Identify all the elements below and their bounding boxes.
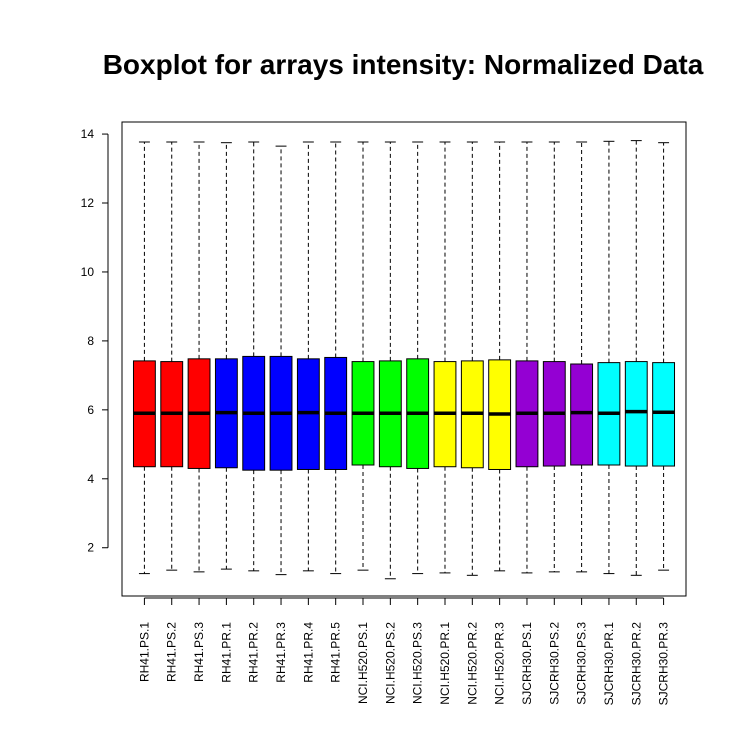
y-tick-label: 4: [87, 472, 94, 486]
x-tick-label: RH41.PR.5: [329, 622, 343, 683]
y-tick-label: 12: [81, 196, 95, 210]
chart-title: Boxplot for arrays intensity: Normalized…: [103, 49, 704, 80]
box-SJCRH30.PR.3: [652, 362, 676, 467]
box-SJCRH30.PS.3: [570, 363, 594, 466]
x-tick-label: RH41.PS.2: [165, 622, 179, 682]
x-tick-label: NCI.H520.PR.1: [438, 622, 452, 705]
x-tick-label: NCI.H520.PS.2: [383, 622, 397, 704]
y-tick-label: 2: [87, 541, 94, 555]
x-tick-label: SJCRH30.PS.1: [520, 622, 534, 705]
plot-frame: [121, 121, 687, 597]
x-tick-label: RH41.PS.3: [192, 622, 206, 682]
x-tick-label: SJCRH30.PS.2: [547, 622, 561, 705]
x-tick-label: NCI.H520.PR.3: [493, 622, 507, 705]
box-SJCRH30.PR.2: [624, 361, 648, 467]
y-tick-label: 8: [87, 334, 94, 348]
x-tick-label: SJCRH30.PR.1: [602, 622, 616, 706]
x-tick-label: SJCRH30.PS.3: [575, 622, 589, 705]
x-tick-label: RH41.PR.1: [219, 622, 233, 683]
x-tick-label: RH41.PR.4: [301, 622, 315, 683]
y-tick-label: 10: [81, 265, 95, 279]
x-tick-label: SJCRH30.PR.3: [657, 622, 671, 706]
plot-area: 2 4 6 8 10 12 14 RH41.PS.1 RH41.PS.2 RH41.PS.3 RH4…: [81, 121, 687, 706]
x-tick-label: RH41.PR.3: [274, 622, 288, 683]
x-tick-label: RH41.PS.1: [137, 622, 151, 682]
y-tick-label: 14: [81, 127, 95, 141]
y-tick-label: 6: [87, 403, 94, 417]
x-tick-label: NCI.H520.PS.3: [411, 622, 425, 704]
x-tick-label: NCI.H520.PR.2: [465, 622, 479, 705]
x-tick-label: RH41.PR.2: [247, 622, 261, 683]
x-tick-label: SJCRH30.PR.2: [629, 622, 643, 706]
x-tick-label: NCI.H520.PS.1: [356, 622, 370, 704]
